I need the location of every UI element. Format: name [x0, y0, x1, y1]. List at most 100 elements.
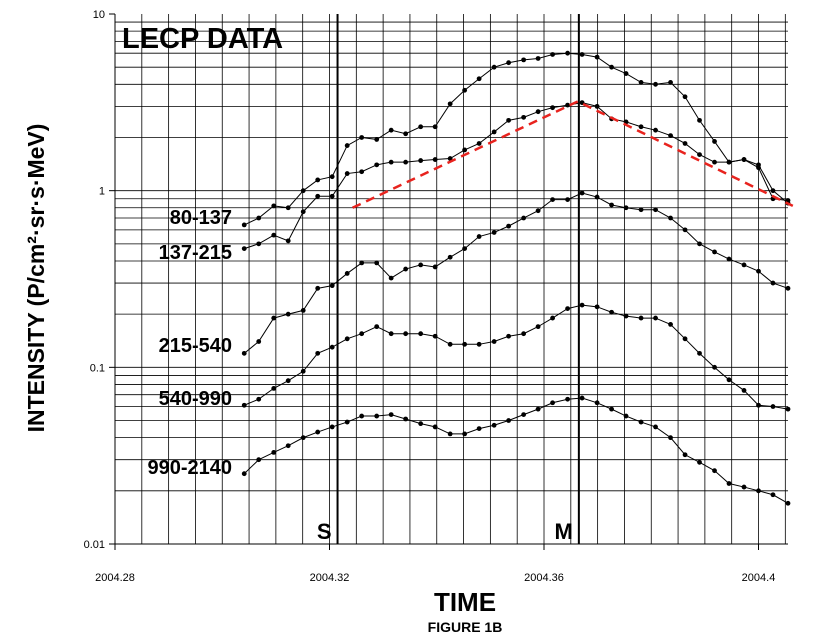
data-point	[712, 364, 717, 370]
data-point	[329, 424, 335, 430]
trend-line	[352, 100, 794, 209]
data-point	[418, 421, 424, 427]
data-point	[638, 207, 644, 213]
data-point	[491, 339, 497, 344]
data-point	[682, 227, 688, 233]
data-point	[241, 471, 247, 477]
data-point	[403, 331, 409, 337]
series-line-990-2140	[243, 397, 789, 504]
data-point	[432, 424, 438, 430]
data-point	[594, 304, 600, 310]
data-point	[388, 331, 394, 337]
data-point	[344, 171, 350, 176]
data-point	[491, 129, 497, 135]
data-point	[462, 246, 468, 251]
data-point	[447, 254, 453, 260]
y-tick-label: 0.01	[84, 539, 105, 551]
data-point	[638, 80, 644, 85]
y-tick-label: 0.1	[90, 362, 105, 374]
data-point	[285, 311, 291, 317]
data-point	[329, 344, 335, 350]
data-point	[609, 202, 614, 208]
data-point	[344, 271, 350, 276]
data-point	[550, 52, 555, 57]
data-point	[256, 241, 262, 247]
data-point	[550, 400, 555, 406]
data-point	[565, 50, 570, 56]
data-point	[418, 158, 424, 163]
data-point	[535, 406, 541, 412]
axes: 10 1 0.1 0.01 2004.28 2004.32 2004.36 2004.4	[84, 9, 788, 584]
data-point	[476, 341, 482, 347]
data-point	[300, 188, 306, 194]
data-point	[315, 350, 321, 356]
data-point	[271, 449, 277, 455]
data-point	[653, 315, 658, 321]
data-point	[491, 64, 497, 70]
data-point	[300, 209, 306, 215]
data-point	[726, 256, 732, 262]
data-point	[506, 60, 512, 66]
trend-line-group	[352, 100, 794, 209]
data-point	[579, 302, 585, 308]
data-point	[359, 331, 365, 337]
data-point	[462, 431, 468, 437]
data-point	[374, 137, 380, 142]
data-point	[770, 492, 776, 498]
data-point	[594, 103, 600, 109]
series-labels: 80-137 137-215 215-540 540-990 990-2140	[147, 207, 232, 479]
x-tick-label: 2004.32	[310, 572, 350, 584]
data-point	[315, 429, 321, 435]
marker-label-s: S	[317, 519, 332, 544]
data-point	[329, 174, 335, 180]
data-point	[697, 152, 702, 158]
data-point	[535, 208, 541, 214]
data-point	[697, 117, 702, 123]
data-point	[506, 223, 512, 229]
x-tick-label: 2004.4	[742, 572, 776, 584]
data-point	[344, 336, 350, 342]
data-point	[271, 232, 277, 238]
data-point	[550, 315, 555, 321]
data-point	[623, 205, 629, 211]
data-point	[682, 452, 688, 458]
data-point	[403, 416, 409, 422]
data-point	[359, 260, 365, 266]
x-axis-title: TIME	[434, 587, 496, 617]
data-point	[697, 459, 702, 465]
data-point	[741, 262, 747, 268]
data-point	[403, 159, 409, 165]
data-point	[418, 331, 424, 337]
grid	[115, 14, 788, 544]
data-point	[638, 315, 644, 321]
data-point	[285, 238, 291, 244]
data-point	[432, 157, 438, 162]
data-point	[285, 378, 291, 384]
data-point	[476, 234, 482, 239]
data-point	[256, 457, 262, 463]
data-point	[329, 193, 335, 199]
data-point	[271, 315, 277, 321]
data-point	[432, 264, 438, 270]
data-point	[550, 197, 555, 203]
data-point	[491, 422, 497, 428]
data-point	[638, 419, 644, 425]
data-point	[712, 249, 717, 255]
data-point	[756, 268, 761, 274]
data-point	[388, 159, 394, 165]
data-point	[623, 313, 629, 319]
data-point	[770, 280, 776, 286]
data-point	[359, 169, 365, 175]
data-point	[374, 260, 380, 266]
data-point	[682, 141, 688, 146]
data-point	[285, 443, 291, 449]
data-point	[565, 197, 570, 203]
data-point	[447, 431, 453, 437]
data-point	[653, 424, 658, 430]
data-point	[476, 426, 482, 431]
data-point	[682, 94, 688, 100]
data-point	[712, 468, 717, 474]
x-tick-label: 2004.36	[524, 572, 564, 584]
data-point	[241, 246, 247, 251]
data-point	[241, 222, 247, 228]
